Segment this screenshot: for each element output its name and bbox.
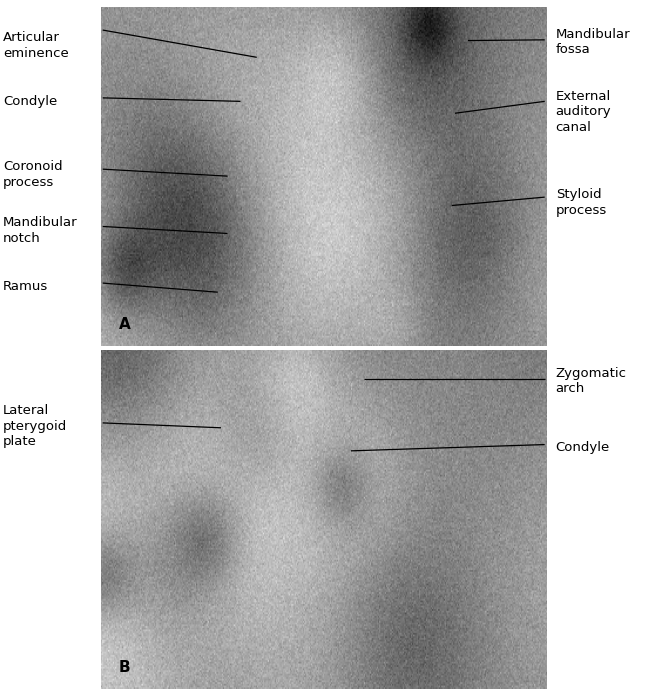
Text: Articular
eminence: Articular eminence xyxy=(3,31,69,59)
Text: Condyle: Condyle xyxy=(556,441,610,454)
Text: Ramus: Ramus xyxy=(3,280,49,293)
Text: B: B xyxy=(118,660,130,675)
Text: Condyle: Condyle xyxy=(3,95,57,108)
Text: Mandibular
fossa: Mandibular fossa xyxy=(556,28,630,56)
Text: Lateral
pterygoid
plate: Lateral pterygoid plate xyxy=(3,405,68,448)
Text: Styloid
process: Styloid process xyxy=(556,189,607,217)
Text: Coronoid
process: Coronoid process xyxy=(3,161,63,189)
Text: A: A xyxy=(118,317,130,333)
Text: Zygomatic
arch: Zygomatic arch xyxy=(556,367,627,395)
Text: Mandibular
notch: Mandibular notch xyxy=(3,217,78,245)
Text: External
auditory
canal: External auditory canal xyxy=(556,90,612,134)
